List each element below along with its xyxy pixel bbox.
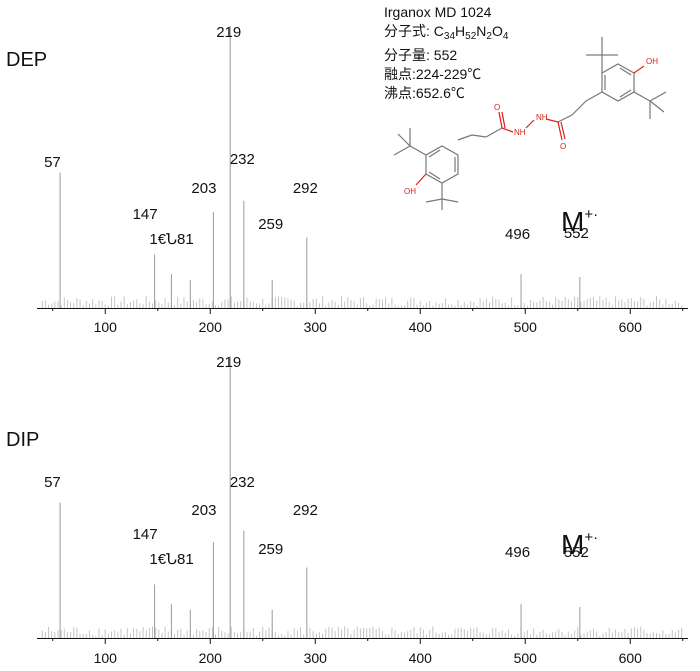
- right-phenol-ring: [601, 63, 635, 102]
- peak-label: 259: [258, 541, 283, 558]
- peak-label: 219: [216, 354, 241, 371]
- panel-title: DIP: [6, 429, 39, 451]
- left-oh-label: OH: [404, 187, 416, 196]
- peak-label: 552: [564, 225, 589, 242]
- compound-melting-point: 融点:224-229℃: [384, 66, 482, 82]
- right-propanoyl-chain: [545, 91, 603, 141]
- formula-element: H: [455, 23, 466, 39]
- dip-spectrum-chart: 100 200 300 400 500 600 57 147 1€Ն81 203 219 232 259…: [6, 354, 688, 666]
- formula-label: 分子式:: [384, 23, 434, 39]
- x-tick-label: 200: [199, 650, 223, 666]
- compound-name: Irganox MD 1024: [384, 4, 492, 20]
- formula-element: N: [476, 23, 487, 39]
- peak-label: 219: [216, 24, 241, 41]
- x-tick-label: 600: [619, 650, 643, 666]
- formula-subscript: 2: [486, 31, 492, 42]
- x-tick-label: 100: [94, 319, 118, 335]
- formula-subscript: 4: [502, 31, 509, 42]
- x-tick-label: 100: [94, 650, 118, 666]
- molecular-ion-label: M+·: [561, 529, 598, 560]
- right-oh-bond: [633, 65, 645, 74]
- baseline-noise: [41, 296, 683, 308]
- formula-value: C34H52N2O4: [433, 23, 509, 42]
- peak-label: 496: [505, 544, 530, 561]
- formula-subscript: 34: [443, 31, 456, 42]
- peak-label: 1€Ն81: [149, 551, 193, 568]
- peak-label: 147: [133, 206, 158, 223]
- left-tbutyl-top: [393, 128, 427, 156]
- peak-label: 57: [44, 154, 61, 171]
- compound-molecular-weight: 分子量: 552: [384, 47, 458, 63]
- peak-label: 57: [44, 474, 61, 491]
- compound-info-block: Irganox MD 1024 分子式: C34H52N2O4 分子量: 552…: [384, 3, 508, 103]
- formula-element: C: [433, 23, 444, 39]
- left-nh-label: NH: [514, 128, 526, 137]
- peak-label: 203: [191, 502, 216, 519]
- hydrazide-nn-bond: [525, 119, 535, 129]
- peak-label: 232: [230, 474, 255, 491]
- left-phenol-ring: [425, 145, 459, 184]
- peak-label: 147: [133, 526, 158, 543]
- right-tbutyl-bottom: [633, 91, 667, 119]
- right-tbutyl-top: [586, 37, 618, 73]
- left-propanoyl-chain: [457, 111, 514, 141]
- formula-subscript: 52: [465, 31, 477, 42]
- x-tick-label: 600: [619, 319, 643, 335]
- panel-title: DEP: [6, 49, 47, 71]
- peak-label: 232: [230, 151, 255, 168]
- x-tick-label: 300: [304, 650, 328, 666]
- peak-label: 1€Ն81: [149, 231, 193, 248]
- molecular-ion-charge: +·: [584, 529, 598, 546]
- formula-element: O: [491, 23, 503, 39]
- peak-label: 203: [191, 180, 216, 197]
- x-tick-label: 400: [409, 319, 433, 335]
- left-tbutyl-bottom: [425, 183, 459, 210]
- peak-label: 552: [564, 544, 589, 561]
- dep-spectrum-chart: 100 200 300 400 500 600 57 147 1€Ն81 203 219 232 259…: [6, 24, 688, 335]
- peak-label: 496: [505, 226, 530, 243]
- x-tick-label: 300: [304, 319, 328, 335]
- peak-label: 292: [293, 180, 318, 197]
- peak-label: 259: [258, 216, 283, 233]
- right-carbonyl-o-label: O: [560, 142, 566, 151]
- baseline-noise: [41, 626, 683, 638]
- molecular-ion-charge: +·: [584, 206, 598, 223]
- chemical-structure-drawing: OH O NH NH O: [393, 37, 667, 210]
- left-carbonyl-o-label: O: [494, 103, 500, 112]
- x-tick-label: 500: [514, 319, 538, 335]
- right-nh-label: NH: [536, 113, 548, 122]
- right-oh-label: OH: [646, 57, 658, 66]
- left-oh-bond: [415, 173, 427, 186]
- compound-formula: 分子式: C34H52N2O4: [384, 22, 508, 46]
- peak-label: 292: [293, 502, 318, 519]
- compound-boiling-point: 沸点:652.6℃: [384, 85, 465, 101]
- x-tick-label: 500: [514, 650, 538, 666]
- x-tick-label: 200: [199, 319, 223, 335]
- x-tick-label: 400: [409, 650, 433, 666]
